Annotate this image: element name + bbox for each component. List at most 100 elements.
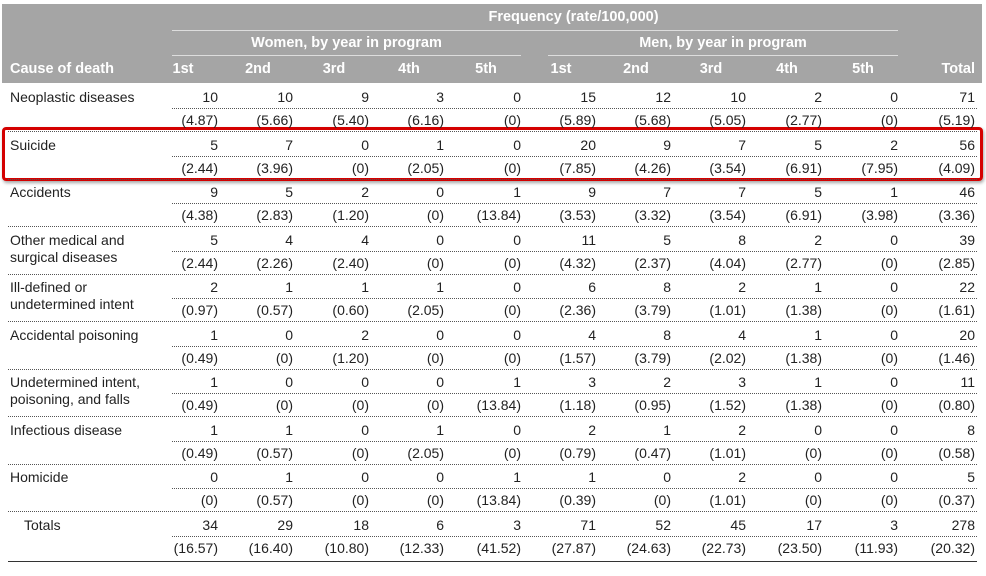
rate-cell: (2.02) xyxy=(709,349,746,366)
count-cell: 8 xyxy=(663,279,671,295)
rate-cell: (3.54) xyxy=(709,159,746,176)
count-cell: 278 xyxy=(951,516,975,533)
rate-cell: (1.38) xyxy=(785,349,822,366)
rate-cell: (0) xyxy=(503,112,521,128)
row-divider xyxy=(8,321,977,322)
count-cell: 7 xyxy=(738,184,746,200)
rate-cell: (0.39) xyxy=(559,492,596,508)
rate-cell: (4.38) xyxy=(181,207,218,223)
row-label: Homicide xyxy=(10,469,69,485)
row-label: Accidental poisoning xyxy=(10,326,139,343)
count-cell: 0 xyxy=(285,326,293,343)
rate-cell: (0) xyxy=(426,349,444,366)
count-cell: 2 xyxy=(361,184,369,200)
rate-cell: (6.91) xyxy=(785,159,822,176)
count-cell: 0 xyxy=(513,231,521,248)
rate-cell: (3.32) xyxy=(634,207,671,223)
column-header: 4th xyxy=(398,61,420,77)
count-cell: 8 xyxy=(967,421,975,438)
rate-cell: (3.53) xyxy=(559,207,596,223)
count-cell: 8 xyxy=(738,231,746,248)
row-divider xyxy=(8,131,977,132)
rate-cell: (0) xyxy=(351,444,369,461)
rate-cell: (3.79) xyxy=(634,302,671,318)
rate-cell: (2.85) xyxy=(938,254,975,271)
row-divider xyxy=(172,488,977,489)
rate-cell: (10.80) xyxy=(324,539,369,556)
rate-cell: (0.79) xyxy=(559,444,596,461)
count-cell: 71 xyxy=(580,516,596,533)
rate-cell: (5.68) xyxy=(634,112,671,128)
rate-cell: (1.38) xyxy=(785,302,822,318)
column-header: 3rd xyxy=(699,61,723,77)
rate-cell: (2.83) xyxy=(256,207,293,223)
rate-cell: (0) xyxy=(653,492,671,508)
rate-cell: (22.73) xyxy=(701,539,746,556)
row-divider xyxy=(8,368,977,370)
count-cell: 22 xyxy=(959,279,975,295)
count-cell: 2 xyxy=(663,374,671,390)
header-rule xyxy=(548,55,898,56)
count-cell: 1 xyxy=(814,374,822,390)
rate-cell: (0.60) xyxy=(332,302,369,318)
count-cell: 5 xyxy=(285,184,293,200)
rate-cell: (0) xyxy=(503,159,521,176)
count-cell: 0 xyxy=(436,374,444,390)
row-divider xyxy=(172,250,977,252)
rate-cell: (3.96) xyxy=(256,159,293,176)
rate-cell: (0) xyxy=(426,397,444,413)
row-divider xyxy=(8,273,977,275)
column-header: 1st xyxy=(172,61,194,77)
rate-cell: (0) xyxy=(880,349,898,366)
count-cell: 0 xyxy=(361,136,369,153)
rate-cell: (0.80) xyxy=(938,397,975,413)
count-cell: 4 xyxy=(588,326,596,343)
count-cell: 0 xyxy=(436,231,444,248)
row-label: Totals xyxy=(24,516,61,533)
count-cell: 1 xyxy=(436,136,444,153)
count-cell: 29 xyxy=(277,516,293,533)
row-divider xyxy=(8,226,977,227)
count-cell: 5 xyxy=(210,231,218,248)
rate-cell: (0) xyxy=(200,492,218,508)
row-divider xyxy=(8,511,977,512)
count-cell: 2 xyxy=(738,279,746,295)
count-cell: 3 xyxy=(890,516,898,533)
count-cell: 2 xyxy=(361,326,369,343)
column-header: 5th xyxy=(475,61,497,77)
count-cell: 8 xyxy=(663,326,671,343)
count-cell: 0 xyxy=(890,89,898,105)
count-cell: 5 xyxy=(967,469,975,485)
rate-cell: (4.26) xyxy=(634,159,671,176)
count-cell: 0 xyxy=(436,326,444,343)
rate-cell: (0.58) xyxy=(938,444,975,461)
count-cell: 1 xyxy=(814,279,822,295)
count-cell: 9 xyxy=(210,184,218,200)
rate-cell: (4.87) xyxy=(181,112,218,128)
rate-cell: (0.49) xyxy=(181,397,218,413)
count-cell: 1 xyxy=(436,279,444,295)
count-cell: 5 xyxy=(814,184,822,200)
rate-cell: (0) xyxy=(503,254,521,271)
count-cell: 0 xyxy=(890,279,898,295)
rate-cell: (0.47) xyxy=(634,444,671,461)
count-cell: 18 xyxy=(353,516,369,533)
count-cell: 4 xyxy=(285,231,293,248)
rate-cell: (2.37) xyxy=(634,254,671,271)
rate-cell: (4.04) xyxy=(709,254,746,271)
rate-cell: (20.32) xyxy=(930,539,975,556)
count-cell: 1 xyxy=(210,326,218,343)
rate-cell: (0.37) xyxy=(938,492,975,508)
column-header: 4th xyxy=(776,61,798,77)
count-cell: 2 xyxy=(210,279,218,295)
rate-cell: (0) xyxy=(426,207,444,223)
row-divider xyxy=(172,440,977,442)
count-cell: 0 xyxy=(361,469,369,485)
count-cell: 3 xyxy=(738,374,746,390)
count-cell: 0 xyxy=(814,469,822,485)
column-header: 2nd xyxy=(623,61,649,77)
rate-cell: (0) xyxy=(426,492,444,508)
count-cell: 1 xyxy=(285,469,293,485)
rate-cell: (0) xyxy=(880,492,898,508)
